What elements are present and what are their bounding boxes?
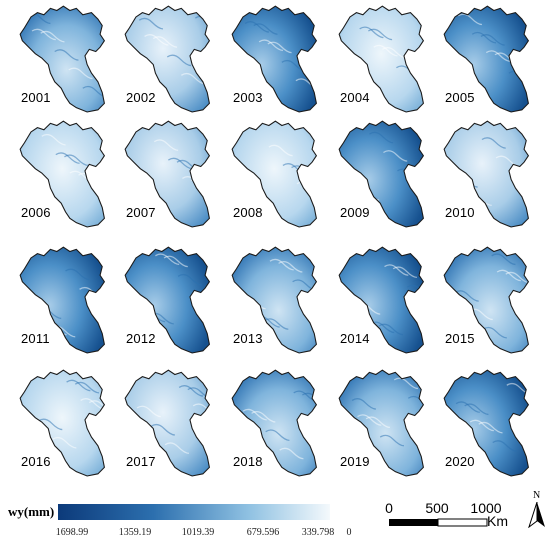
legend-tick-label: 0 [346,527,352,538]
map-panel-2005 [443,5,529,113]
legend-tick-label: 1698.99 [55,527,89,538]
legend-title: wy(mm) [8,504,55,519]
map-panel-2015 [443,246,529,354]
map-panel-2001 [19,5,105,113]
year-label-2016: 2016 [21,454,51,469]
year-label-2011: 2011 [21,331,50,346]
legend-tick-label: 1019.39 [181,527,215,538]
year-label-2014: 2014 [340,331,370,346]
scale-unit: Km [487,513,508,529]
north-letter: N [533,490,541,501]
year-label-2001: 2001 [21,90,51,105]
year-label-2010: 2010 [445,205,475,220]
legend-color-bar [58,504,330,520]
legend-tick-label: 679.596 [246,527,280,538]
map-panel-2002 [124,5,210,113]
north-arrow-icon [528,502,545,528]
year-label-2007: 2007 [126,205,156,220]
year-label-2008: 2008 [233,205,263,220]
year-label-2019: 2019 [340,454,370,469]
year-label-2018: 2018 [233,454,263,469]
year-label-2006: 2006 [21,205,51,220]
map-panel-2003 [231,5,317,113]
year-label-2004: 2004 [340,90,370,105]
scale-bar [389,518,488,527]
year-label-2013: 2013 [233,331,263,346]
year-label-2003: 2003 [233,90,263,105]
scale-label-0: 0 [385,500,393,516]
map-panel-2016 [19,369,105,477]
scale-label-1000: 1000 [470,500,502,516]
legend-tick-label: 1359.19 [118,527,152,538]
year-label-2012: 2012 [126,331,156,346]
year-label-2009: 2009 [340,205,370,220]
year-label-2005: 2005 [445,90,475,105]
year-label-2002: 2002 [126,90,156,105]
legend-tick-label: 339.798 [301,527,335,538]
scale-label-500: 500 [425,500,449,516]
year-label-2020: 2020 [445,454,475,469]
year-label-2015: 2015 [445,331,475,346]
year-label-2017: 2017 [126,454,156,469]
